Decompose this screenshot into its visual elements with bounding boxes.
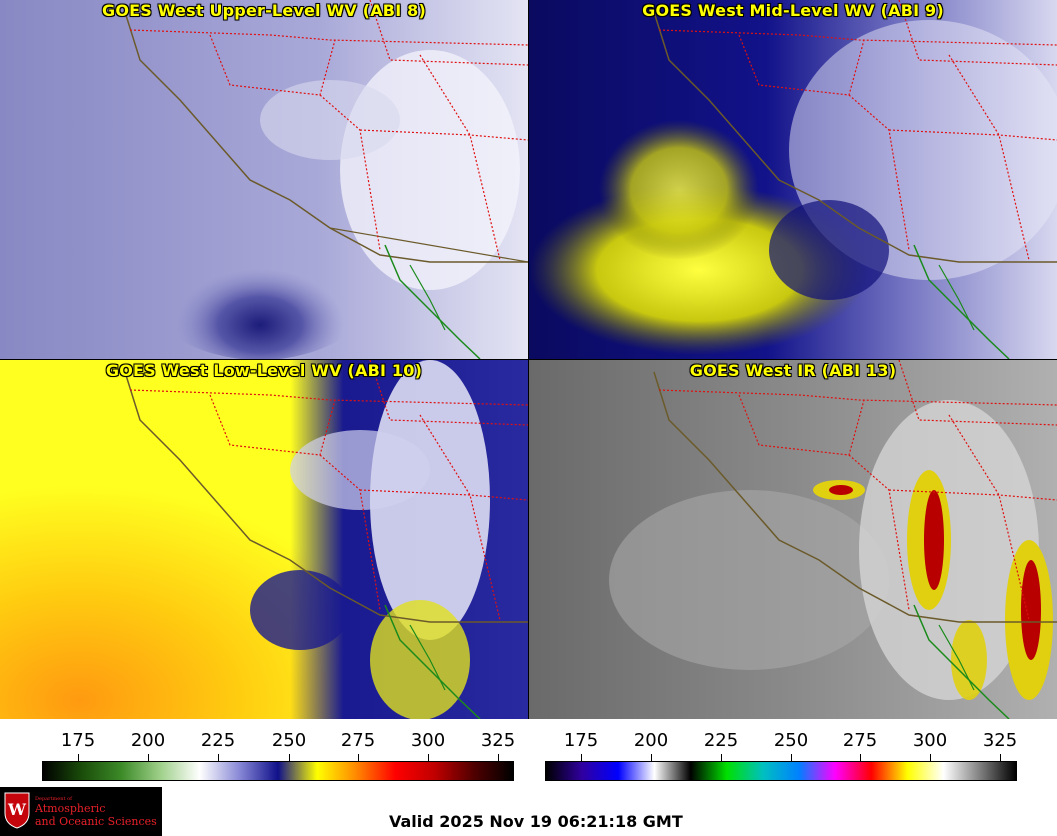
wv-tick (148, 754, 149, 761)
ir-image (529, 360, 1057, 719)
ir-tick (721, 754, 722, 761)
ir-tick (651, 754, 652, 761)
wv-tick-label: 250 (271, 730, 307, 751)
ir-tick-label: 200 (633, 730, 669, 751)
ir-colorbar (545, 761, 1017, 781)
wv-colorbar (42, 761, 514, 781)
valid-time-text: Valid 2025 Nov 19 06:21:18 GMT (389, 812, 683, 831)
ir-tick (1000, 754, 1001, 761)
ir-tick (581, 754, 582, 761)
ir-tick-label: 275 (842, 730, 878, 751)
aos-logo: W Department of Atmospheric and Oceanic … (0, 787, 162, 836)
wv-tick-label: 300 (410, 730, 446, 751)
logo-line1: Atmospheric (35, 802, 106, 815)
mid-level-wv-panel: GOES West Mid-Level WV (ABI 9) (529, 0, 1057, 359)
ir-tick (791, 754, 792, 761)
wv-tick-label: 225 (200, 730, 236, 751)
wv-tick (428, 754, 429, 761)
ir-panel: GOES West IR (ABI 13) (529, 360, 1057, 719)
low-level-wv-image (0, 360, 528, 719)
ir-tick-label: 300 (912, 730, 948, 751)
wv-color-scale: 175 200 225 250 275 300 325 (0, 720, 528, 782)
upper-level-wv-panel: GOES West Upper-Level WV (ABI 8) (0, 0, 528, 359)
wv-tick-label: 275 (340, 730, 376, 751)
ir-title: GOES West IR (ABI 13) (689, 361, 897, 380)
ir-tick-label: 325 (982, 730, 1018, 751)
mid-level-wv-title: GOES West Mid-Level WV (ABI 9) (642, 1, 944, 20)
wv-tick-label: 325 (480, 730, 516, 751)
ir-tick-label: 175 (563, 730, 599, 751)
upper-level-wv-image (0, 0, 528, 359)
low-level-wv-panel: GOES West Low-Level WV (ABI 10) (0, 360, 528, 719)
ir-tick-label: 250 (773, 730, 809, 751)
wv-tick-label: 175 (60, 730, 96, 751)
wv-tick (498, 754, 499, 761)
mid-level-wv-image (529, 0, 1057, 359)
logo-department-text: Department of (35, 796, 72, 802)
wv-tick (78, 754, 79, 761)
wv-tick (358, 754, 359, 761)
ir-tick (860, 754, 861, 761)
ir-tick-label: 225 (703, 730, 739, 751)
wv-tick (289, 754, 290, 761)
ir-color-scale: 175 200 225 250 275 300 325 (529, 720, 1057, 782)
panel-divider-horizontal (0, 359, 1057, 360)
upper-level-wv-title: GOES West Upper-Level WV (ABI 8) (102, 1, 426, 20)
wv-tick-label: 200 (130, 730, 166, 751)
wv-tick (218, 754, 219, 761)
svg-text:W: W (7, 800, 27, 819)
logo-line2: and Oceanic Sciences (35, 815, 157, 828)
uw-crest-icon: W (4, 792, 30, 829)
low-level-wv-title: GOES West Low-Level WV (ABI 10) (105, 361, 423, 380)
ir-tick (930, 754, 931, 761)
